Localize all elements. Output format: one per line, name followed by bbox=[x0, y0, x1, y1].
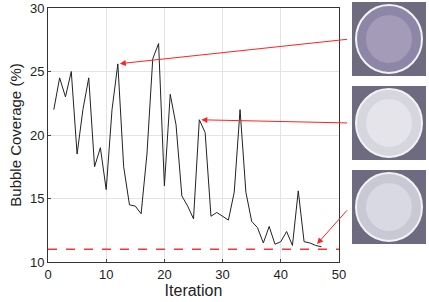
svg-text:25: 25 bbox=[30, 64, 44, 79]
svg-text:50: 50 bbox=[332, 267, 346, 282]
svg-text:15: 15 bbox=[30, 191, 44, 206]
svg-text:Bubble Coverage (%): Bubble Coverage (%) bbox=[7, 63, 24, 206]
svg-text:30: 30 bbox=[215, 267, 229, 282]
svg-text:30: 30 bbox=[30, 1, 44, 16]
svg-text:0: 0 bbox=[44, 267, 51, 282]
svg-text:10: 10 bbox=[99, 267, 113, 282]
svg-text:20: 20 bbox=[30, 128, 44, 143]
svg-text:20: 20 bbox=[157, 267, 171, 282]
svg-text:10: 10 bbox=[30, 255, 44, 270]
svg-text:Iteration: Iteration bbox=[165, 282, 223, 299]
svg-text:40: 40 bbox=[274, 267, 288, 282]
